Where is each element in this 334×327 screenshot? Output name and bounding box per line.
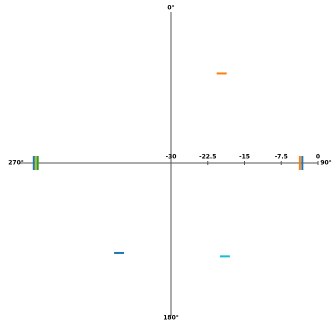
angle-tick-label: 180° [163,315,179,322]
radial-tick-label: -7.5 [275,154,288,161]
radial-tick-label: -30 [166,154,177,161]
radial-tick-label: 0 [316,154,320,161]
radial-tick-label: -15 [239,154,250,161]
angle-tick-label: 90° [320,160,331,167]
angle-tick-label: 0° [167,5,174,12]
angle-tick-label: 270° [8,160,24,167]
radial-tick-label: -22.5 [199,154,216,161]
